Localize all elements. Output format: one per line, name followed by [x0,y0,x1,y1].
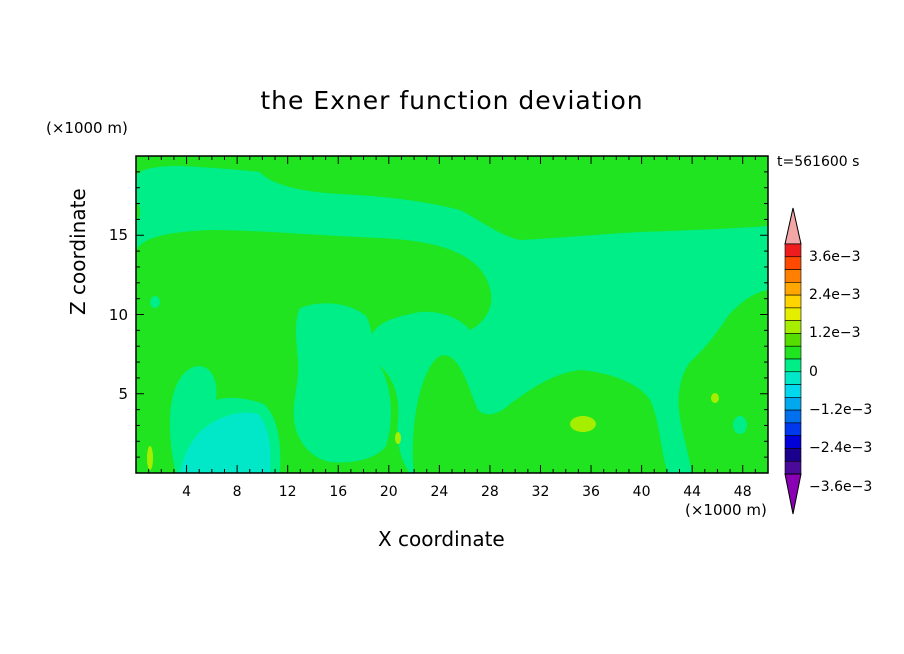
colorbar-cell [784,294,802,309]
colorbar-cell [784,256,802,270]
right-edge-spot [711,393,719,403]
colorbar-cell [784,384,802,398]
colorbar-cell [784,320,802,334]
y-tick-label: 10 [108,305,128,324]
colorbar-cell [784,282,802,296]
colorbar-label: 3.6e−3 [809,248,861,265]
colorbar-label: −1.2e−3 [809,402,873,419]
y-tick-label: 5 [118,384,128,403]
z-unit-label: (×1000 m) [46,119,128,137]
local-maximum [570,416,596,432]
colorbar-cell [784,243,802,258]
colorbar-min-arrow [784,473,802,515]
x-tick-label: 48 [733,484,752,500]
colorbar-cell [784,460,802,475]
x-tick-label: 4 [182,484,192,500]
colorbar-cell [784,345,802,360]
low-spot [733,416,747,434]
x-axis-label: X coordinate [378,527,505,551]
colorbar-cell [784,422,802,436]
x-tick-label: 32 [531,484,550,500]
upper-left-strip [136,200,141,220]
colorbar-max-arrow [784,207,802,245]
time-label: t=561600 s [777,154,860,170]
x-tick-label: 20 [379,484,398,500]
mid-band-gap [293,303,391,463]
lower-central-region [412,355,668,473]
x-tick-label: 12 [278,484,297,500]
x-tick-label: 44 [683,484,702,500]
contour-field [136,156,768,473]
colorbar-cell [784,397,802,411]
y-tick-marks [136,171,768,458]
mid-spot-1 [150,296,160,308]
colorbar-cell [784,371,802,385]
x-unit-label: (×1000 m) [685,501,767,519]
low-level-minimum [180,412,271,473]
left-edge-maximum [147,446,153,470]
colorbar-cell [784,307,802,321]
colorbar-label: −2.4e−3 [809,440,873,457]
colorbar-cell [784,435,802,449]
colorbar-cell [784,448,802,462]
colorbar-cell [784,269,802,283]
colorbar-label: 2.4e−3 [809,287,861,304]
x-tick-label: 36 [582,484,600,500]
colorbar-cell [784,333,802,347]
x-tick-marks [148,156,756,473]
x-tick-label: 16 [329,484,348,500]
x-tick-label: 28 [480,484,499,500]
colorbar-cell [784,409,802,424]
x-tick-label: 8 [232,484,242,500]
colorbar-cell [784,358,802,373]
colorbar-label: 0 [809,363,818,380]
mid-spot-2 [395,432,401,444]
colorbar-label: −3.6e−3 [809,478,873,495]
y-tick-label: 15 [108,226,128,245]
colorbar-label: 1.2e−3 [809,325,861,342]
x-tick-label: 40 [632,484,651,500]
chart-title: the Exner function deviation [260,86,644,115]
x-tick-label: 24 [430,484,449,500]
upper-band-region [136,156,768,240]
colorbar [784,207,802,515]
